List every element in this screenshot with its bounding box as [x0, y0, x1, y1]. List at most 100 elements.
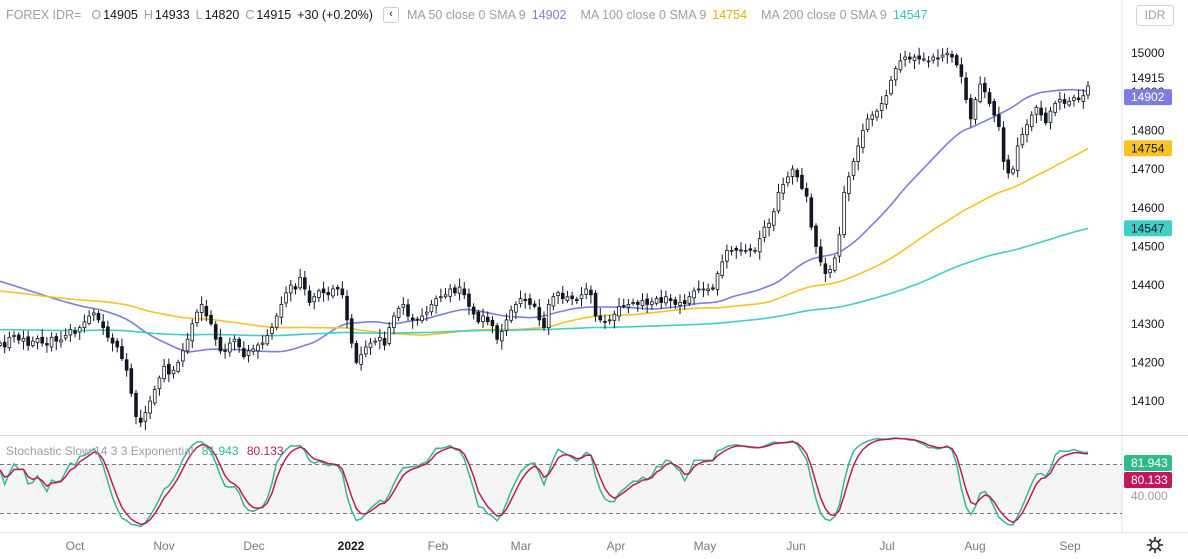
candle: [2, 334, 7, 354]
ma100-label[interactable]: MA 100 close 0 SMA 9: [580, 8, 707, 22]
ma100-value: 14754: [712, 8, 748, 22]
candle: [542, 311, 546, 331]
candle: [453, 284, 457, 296]
candle: [481, 308, 485, 329]
high-value: 14933: [154, 8, 190, 22]
candle: [232, 335, 237, 351]
candle: [307, 285, 312, 306]
candle: [368, 338, 373, 356]
candle: [767, 218, 771, 237]
candle: [1029, 111, 1034, 132]
candle: [387, 322, 392, 346]
ma200-label[interactable]: MA 200 close 0 SMA 9: [761, 8, 887, 22]
candle: [246, 345, 251, 363]
candle: [1058, 91, 1062, 111]
gear-icon[interactable]: [1146, 536, 1164, 554]
candle: [415, 316, 420, 326]
candle: [274, 312, 279, 331]
candle: [59, 331, 63, 348]
ma100-line: [0, 147, 1089, 337]
time-tick-label: Dec: [243, 539, 264, 553]
candle: [532, 300, 537, 309]
time-tick-label: Oct: [66, 539, 85, 553]
svg-text:14754: 14754: [1131, 141, 1165, 155]
candle: [410, 313, 415, 329]
candle: [185, 333, 190, 354]
time-tick-label: Apr: [607, 539, 626, 553]
candle: [518, 290, 523, 308]
chevron-left-icon[interactable]: ‹: [382, 7, 399, 23]
candle: [790, 165, 795, 185]
candle: [631, 298, 635, 306]
price-tick-label: 14200: [1131, 355, 1165, 369]
candle: [73, 326, 77, 338]
candle: [565, 290, 570, 303]
candle: [762, 220, 767, 243]
candle: [626, 299, 631, 314]
candle: [120, 338, 124, 361]
candle: [171, 365, 176, 379]
candle: [673, 296, 678, 310]
time-tick-label: 2022: [338, 539, 365, 553]
candle: [471, 303, 476, 320]
candle: [964, 72, 968, 104]
candle: [650, 297, 654, 310]
stochastic-label[interactable]: Stochastic Slow 14 3 3 Exponential: [6, 444, 194, 458]
candle: [167, 358, 171, 383]
candle: [678, 294, 682, 315]
candle: [828, 265, 832, 279]
candle: [973, 96, 978, 125]
candle: [818, 239, 823, 267]
candle: [1062, 93, 1067, 109]
candle: [781, 177, 785, 201]
candle: [954, 53, 959, 68]
candle: [284, 286, 288, 308]
candle: [1081, 89, 1086, 109]
ma50-label[interactable]: MA 50 close 0 SMA 9: [406, 8, 526, 22]
open-label: O: [91, 8, 102, 22]
candle: [363, 340, 368, 358]
currency-button[interactable]: IDR: [1136, 5, 1174, 26]
candle: [607, 314, 612, 325]
candle: [720, 254, 725, 279]
candle: [392, 312, 396, 335]
candle: [861, 123, 865, 154]
symbol-name[interactable]: FOREX IDR=: [6, 8, 82, 22]
candle: [485, 311, 490, 326]
low-label: L: [195, 8, 203, 22]
candle: [359, 346, 363, 371]
candle: [842, 185, 846, 238]
candle: [288, 280, 293, 302]
candle: [354, 340, 359, 365]
candle: [110, 333, 115, 352]
candle: [16, 332, 21, 345]
candle: [45, 336, 49, 353]
candle: [654, 295, 659, 306]
low-value: 14820: [204, 8, 240, 22]
svg-text:14902: 14902: [1131, 90, 1165, 104]
candle: [157, 375, 162, 396]
candle: [495, 322, 499, 344]
candle: [757, 230, 762, 260]
candle: [406, 299, 410, 321]
candle: [832, 254, 837, 273]
candle: [298, 268, 302, 291]
time-tick-label: Nov: [153, 539, 174, 553]
candle: [152, 385, 157, 406]
candle: [242, 341, 246, 360]
candle: [907, 52, 912, 64]
candle: [940, 48, 945, 62]
candle: [856, 137, 861, 171]
candle: [987, 87, 992, 107]
candle: [40, 329, 45, 347]
candle: [926, 55, 931, 68]
candle: [715, 271, 720, 296]
time-tick-label: Aug: [964, 539, 985, 553]
candle: [260, 335, 265, 350]
svg-text:14915: 14915: [1131, 71, 1165, 85]
candle: [739, 242, 743, 256]
ma200-value: 14547: [892, 8, 928, 22]
candle: [265, 329, 270, 346]
